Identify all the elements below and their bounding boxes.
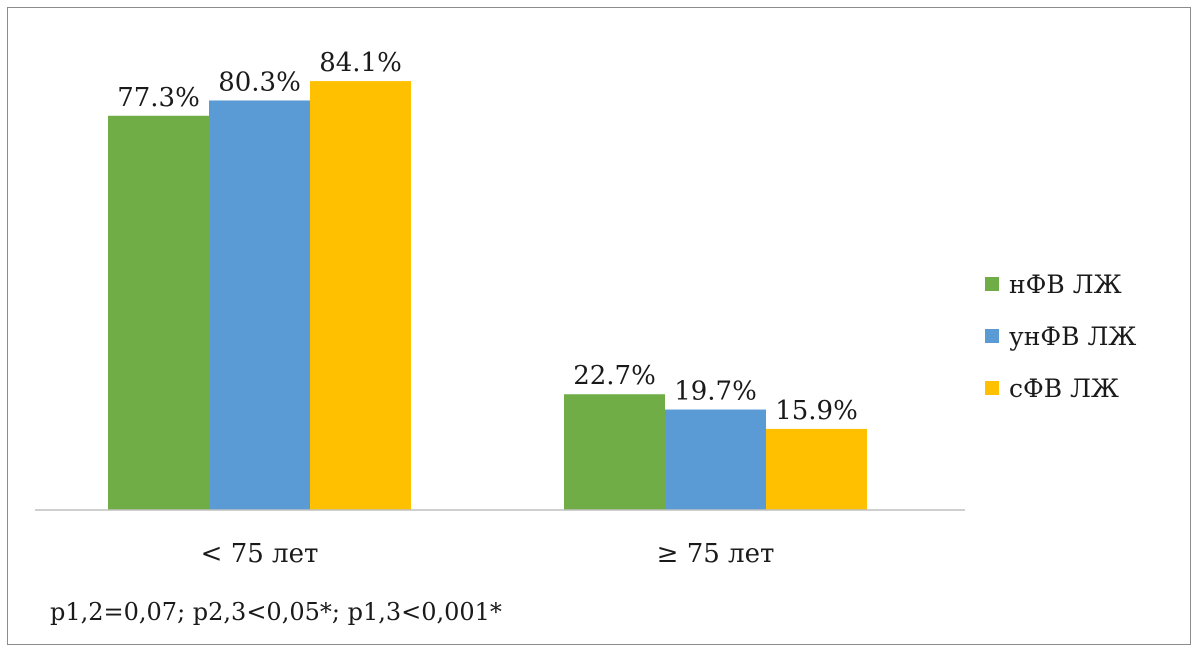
- legend-item-unfv: унФВ ЛЖ: [985, 310, 1136, 362]
- legend-label-unfv: унФВ ЛЖ: [1009, 321, 1137, 351]
- data-label-series0-cat1: 22.7%: [573, 361, 656, 391]
- legend-item-sfv: сФВ ЛЖ: [985, 362, 1136, 414]
- category-labels-layer: < 75 лет ≥ 75 лет: [201, 539, 775, 569]
- legend-swatch-nfv: [985, 277, 999, 291]
- bar-series2-cat1: [766, 428, 867, 510]
- legend-swatch-sfv: [985, 381, 999, 395]
- bar-series0-cat0: [108, 115, 209, 511]
- bar-series0-cat1: [564, 394, 665, 510]
- category-label-0: < 75 лет: [201, 539, 319, 569]
- data-label-series2-cat0: 84.1%: [319, 48, 402, 78]
- bar-series2-cat0: [310, 81, 411, 510]
- data-label-series1-cat1: 19.7%: [674, 377, 757, 407]
- legend-item-nfv: нФВ ЛЖ: [985, 258, 1136, 310]
- bars-layer: [108, 81, 867, 511]
- bar-series1-cat0: [209, 100, 310, 510]
- legend: нФВ ЛЖ унФВ ЛЖ сФВ ЛЖ: [985, 258, 1136, 414]
- legend-label-sfv: сФВ ЛЖ: [1009, 373, 1120, 403]
- category-label-1: ≥ 75 лет: [657, 539, 775, 569]
- legend-swatch-unfv: [985, 329, 999, 343]
- bar-series1-cat1: [665, 409, 766, 510]
- data-label-series1-cat0: 80.3%: [218, 67, 301, 97]
- legend-label-nfv: нФВ ЛЖ: [1009, 269, 1122, 299]
- data-label-series2-cat1: 15.9%: [775, 396, 858, 426]
- data-labels-layer: 77.3% 80.3% 84.1% 22.7% 19.7% 15.9%: [117, 48, 858, 426]
- p-value-footnote: p1,2=0,07; p2,3<0,05*; p1,3<0,001*: [50, 598, 502, 626]
- data-label-series0-cat0: 77.3%: [117, 83, 200, 113]
